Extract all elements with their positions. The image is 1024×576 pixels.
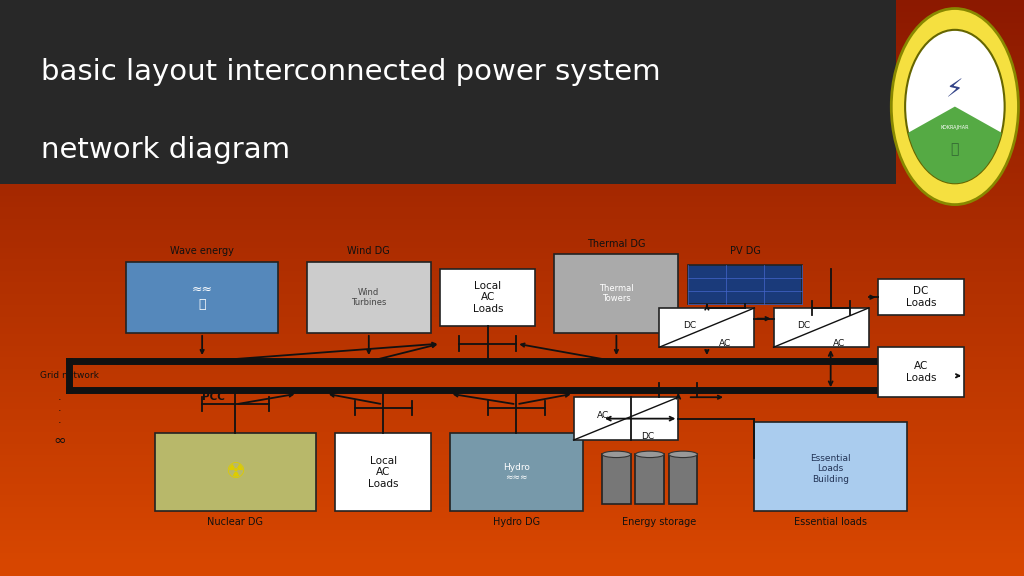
Text: 📖: 📖 <box>950 142 959 156</box>
Text: Wind DG: Wind DG <box>347 246 390 256</box>
Bar <box>879 347 964 397</box>
Ellipse shape <box>602 451 631 457</box>
Text: Essential loads: Essential loads <box>795 517 867 527</box>
Text: Nuclear DG: Nuclear DG <box>208 517 263 527</box>
Bar <box>0 0 896 184</box>
Bar <box>688 265 802 304</box>
Text: AC: AC <box>833 339 845 348</box>
Text: ∞: ∞ <box>53 433 66 448</box>
Text: DC: DC <box>683 321 696 330</box>
Text: Hydro DG: Hydro DG <box>493 517 540 527</box>
Text: PCC: PCC <box>202 392 225 402</box>
Bar <box>602 454 631 505</box>
Bar <box>555 255 678 333</box>
Text: network diagram: network diagram <box>41 136 290 164</box>
Text: Thermal DG: Thermal DG <box>587 238 646 249</box>
Text: DC: DC <box>641 432 654 441</box>
Bar <box>669 454 697 505</box>
Text: Thermal
Towers: Thermal Towers <box>599 284 634 304</box>
Ellipse shape <box>669 451 697 457</box>
Text: Wave energy: Wave energy <box>170 246 234 256</box>
Circle shape <box>891 9 1019 204</box>
Circle shape <box>905 30 1005 183</box>
Text: Wind
Turbines: Wind Turbines <box>351 287 386 307</box>
Text: Energy storage: Energy storage <box>623 517 696 527</box>
Text: Essential
Loads
Building: Essential Loads Building <box>810 454 851 483</box>
Bar <box>755 422 907 511</box>
Text: ·
·
·: · · · <box>57 395 61 428</box>
Ellipse shape <box>636 451 664 457</box>
Text: AC
Loads: AC Loads <box>906 361 936 383</box>
Text: PV DG: PV DG <box>729 246 761 256</box>
Text: AC: AC <box>597 411 609 419</box>
Text: Grid network: Grid network <box>40 372 99 380</box>
Bar <box>636 454 664 505</box>
Bar <box>307 262 431 333</box>
Bar <box>126 262 279 333</box>
Bar <box>773 308 868 347</box>
Wedge shape <box>908 107 1001 183</box>
Bar <box>659 308 755 347</box>
Text: Local
AC
Loads: Local AC Loads <box>368 456 398 489</box>
Bar <box>440 268 536 326</box>
Text: DC
Loads: DC Loads <box>906 286 936 308</box>
Text: Local
AC
Loads: Local AC Loads <box>473 281 503 314</box>
Bar <box>336 433 431 511</box>
Bar <box>573 397 678 440</box>
Text: ≈≈
🌊: ≈≈ 🌊 <box>191 283 213 311</box>
Text: KOKRAJHAR: KOKRAJHAR <box>941 126 969 130</box>
Text: Hydro
≈≈≈: Hydro ≈≈≈ <box>503 463 529 482</box>
Text: basic layout interconnected power system: basic layout interconnected power system <box>41 58 660 86</box>
Text: ⚡: ⚡ <box>946 78 964 103</box>
Bar <box>450 433 583 511</box>
Bar <box>879 279 964 315</box>
Text: DC: DC <box>798 321 810 330</box>
Text: AC: AC <box>719 339 731 348</box>
Bar <box>155 433 316 511</box>
Text: ☢: ☢ <box>225 462 246 482</box>
